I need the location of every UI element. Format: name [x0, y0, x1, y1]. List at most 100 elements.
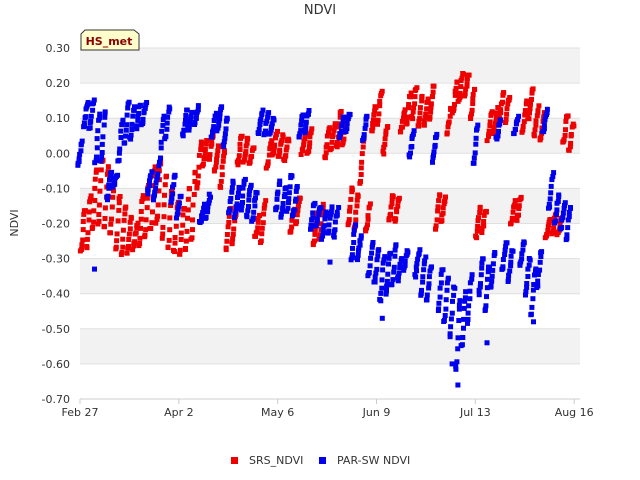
data-point — [420, 274, 426, 280]
data-point — [351, 240, 357, 245]
data-point — [451, 106, 457, 112]
data-point — [84, 245, 90, 251]
plot-band — [80, 328, 580, 364]
data-point — [106, 185, 112, 191]
data-point — [386, 255, 392, 261]
data-point — [80, 237, 86, 243]
data-point — [280, 134, 286, 140]
data-point — [79, 138, 85, 144]
data-point — [426, 274, 432, 280]
legend[interactable]: SRS_NDVI PAR-SW NDVI — [231, 454, 410, 467]
data-point — [447, 334, 453, 340]
data-point — [419, 98, 425, 104]
data-point — [87, 199, 93, 205]
data-point — [445, 124, 451, 130]
data-point — [437, 285, 443, 291]
data-point — [523, 292, 528, 298]
data-point — [187, 120, 192, 126]
data-point — [90, 224, 96, 230]
data-point — [381, 151, 387, 157]
data-point — [221, 139, 227, 145]
data-point — [219, 172, 225, 178]
data-point — [99, 150, 105, 155]
data-point — [324, 211, 330, 216]
data-point — [355, 248, 361, 254]
legend-item-srs[interactable]: SRS_NDVI — [231, 454, 303, 467]
data-point — [536, 103, 542, 109]
data-point — [303, 119, 309, 125]
data-point — [509, 215, 515, 221]
data-point — [476, 215, 481, 221]
data-point — [309, 126, 315, 132]
data-point — [259, 110, 265, 116]
data-point — [214, 128, 220, 134]
data-point — [232, 211, 238, 217]
data-point — [177, 251, 183, 257]
data-point — [177, 247, 183, 253]
data-point — [146, 183, 152, 188]
data-point — [180, 222, 186, 228]
data-point — [498, 107, 504, 113]
legend-item-parsw[interactable]: PAR-SW NDVI — [319, 454, 410, 467]
data-point — [329, 139, 335, 145]
data-point — [337, 135, 342, 141]
data-point — [117, 146, 123, 152]
data-point — [339, 122, 345, 128]
data-point — [494, 110, 499, 116]
data-point — [391, 269, 397, 275]
data-point — [470, 96, 476, 102]
data-point — [200, 210, 206, 216]
data-point — [436, 198, 442, 204]
data-point — [298, 128, 304, 134]
data-point — [527, 106, 533, 112]
data-point — [480, 256, 486, 262]
data-point — [348, 196, 354, 202]
data-point — [568, 140, 574, 146]
data-point — [260, 107, 266, 113]
data-point — [351, 231, 357, 237]
data-point — [208, 194, 213, 200]
data-point — [431, 83, 437, 89]
data-point — [96, 202, 102, 208]
data-point — [557, 221, 563, 227]
data-point — [150, 209, 155, 215]
data-point — [268, 127, 274, 133]
data-point — [334, 209, 340, 215]
data-point — [516, 212, 521, 218]
data-point — [436, 306, 442, 312]
data-point — [359, 151, 365, 157]
data-point — [361, 134, 367, 140]
data-point — [203, 215, 209, 220]
data-point — [410, 109, 416, 115]
data-point — [533, 266, 539, 272]
data-point — [537, 259, 543, 265]
data-point — [180, 212, 186, 218]
data-point — [548, 183, 554, 189]
data-point — [515, 117, 521, 123]
data-point — [448, 324, 454, 330]
data-point — [94, 167, 100, 173]
data-point — [239, 203, 245, 209]
data-point — [156, 163, 162, 169]
data-point — [328, 211, 334, 217]
x-axis-ticks: Feb 27 Apr 2 May 6 Jun 9 Jul 13 Aug 16 — [62, 399, 594, 419]
data-point — [544, 106, 550, 112]
data-point — [563, 127, 568, 133]
data-point — [541, 126, 547, 132]
data-point — [156, 188, 162, 194]
data-point — [369, 128, 375, 134]
data-point — [105, 197, 110, 203]
data-point — [239, 133, 245, 139]
data-point — [114, 231, 120, 237]
data-point — [181, 206, 187, 211]
data-point — [334, 140, 340, 145]
data-point — [566, 210, 572, 215]
data-point — [231, 226, 237, 232]
data-point — [401, 110, 407, 116]
data-point — [563, 118, 569, 124]
data-point — [378, 298, 384, 304]
data-point — [549, 177, 555, 183]
data-point — [87, 125, 93, 131]
data-point — [301, 138, 307, 144]
data-point — [559, 217, 565, 223]
